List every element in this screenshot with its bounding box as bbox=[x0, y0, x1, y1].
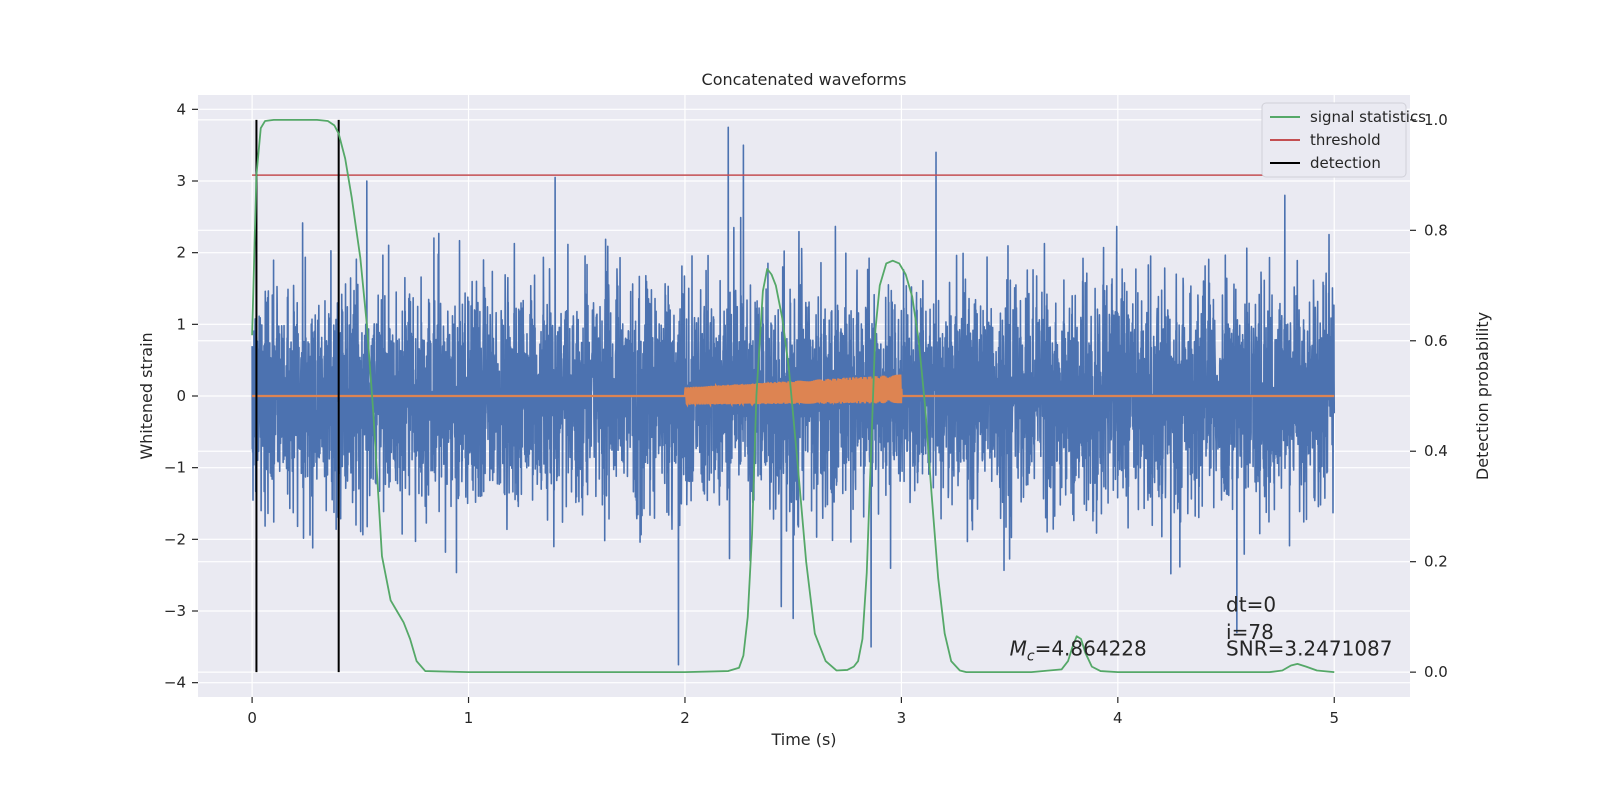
y-left-tick-label-8: 4 bbox=[176, 100, 186, 118]
y-axis-label-right: Detection probability bbox=[1473, 312, 1492, 480]
x-tick-label-0: 0 bbox=[247, 709, 257, 727]
x-tick-label-3: 3 bbox=[897, 709, 907, 727]
legend: signal statistics threshold detection bbox=[1261, 102, 1426, 178]
overlay-layer bbox=[251, 118, 1356, 674]
x-tick-label-4: 4 bbox=[1113, 709, 1123, 727]
annotation-snr: SNR=3.2471087 bbox=[1226, 637, 1392, 661]
y-left-tick-label-3: −1 bbox=[164, 459, 186, 477]
chart-title: Concatenated waveforms bbox=[702, 70, 907, 89]
y-left-tick-label-0: −4 bbox=[164, 674, 186, 692]
y-right-tick-label-4: 0.8 bbox=[1424, 221, 1448, 239]
y-right-tick-label-1: 0.2 bbox=[1424, 553, 1448, 571]
template-series-layer bbox=[252, 374, 1335, 408]
y-right-tick-label-5: 1.0 bbox=[1424, 111, 1448, 129]
strain-series-line bbox=[251, 126, 1336, 666]
y-left-tick-label-2: −2 bbox=[164, 530, 186, 548]
y-left-tick-label-5: 1 bbox=[176, 315, 186, 333]
y-left-tick-label-1: −3 bbox=[164, 602, 186, 620]
y-right-tick-label-0: 0.0 bbox=[1424, 663, 1448, 681]
annotation-mc: Mc=4.864228 bbox=[1010, 637, 1147, 665]
legend-label-detection: detection bbox=[1310, 154, 1381, 172]
y-left-tick-label-4: 0 bbox=[176, 387, 186, 405]
template-series-line bbox=[252, 374, 1335, 408]
x-tick-label-5: 5 bbox=[1329, 709, 1339, 727]
y-right-tick-label-3: 0.6 bbox=[1424, 332, 1448, 350]
legend-label-threshold: threshold bbox=[1310, 131, 1381, 149]
annotation-dt: dt=0 bbox=[1226, 592, 1276, 616]
legend-label-signal-statistics: signal statistics bbox=[1310, 108, 1426, 126]
y-left-tick-label-6: 2 bbox=[176, 244, 186, 262]
y-right-tick-label-2: 0.4 bbox=[1424, 442, 1448, 460]
x-axis-label: Time (s) bbox=[770, 730, 836, 749]
y-axis-label-left: Whitened strain bbox=[137, 332, 156, 459]
annotation-i: i=78 bbox=[1226, 620, 1274, 644]
axes-layer: 0 1 2 3 4 5 −4 −3 −2 −1 0 1 2 3 4 0.0 0.2 0.4 0.6 0.8 1.0 bbox=[164, 100, 1448, 727]
y-left-tick-label-7: 3 bbox=[176, 172, 186, 190]
x-tick-label-2: 2 bbox=[680, 709, 690, 727]
signal-statistics-line bbox=[251, 118, 1335, 674]
legend-box bbox=[1261, 102, 1407, 178]
strain-series-layer bbox=[251, 126, 1336, 666]
x-tick-label-1: 1 bbox=[464, 709, 474, 727]
